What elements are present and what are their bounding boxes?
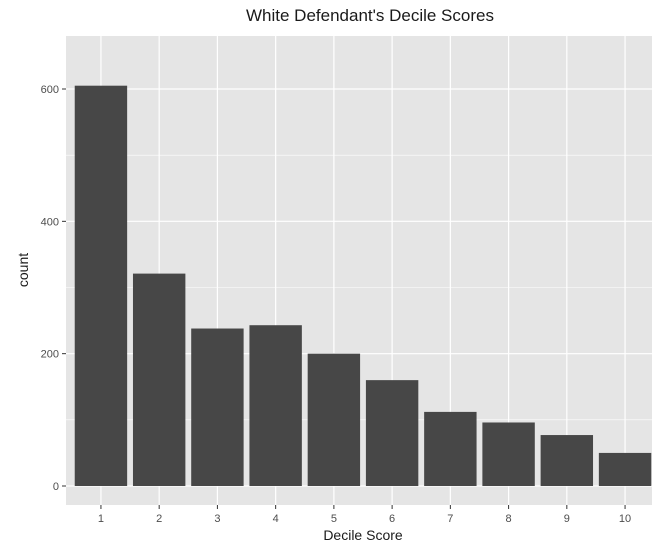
x-tick-label: 3 [214,513,220,525]
x-tick-label: 1 [98,513,104,525]
y-tick-label: 400 [41,216,59,228]
x-tick-label: 10 [619,513,631,525]
x-tick-label: 8 [506,513,512,525]
bar-9 [540,435,594,486]
x-tick-label: 9 [564,513,570,525]
bar-2 [132,273,186,486]
bar-8 [482,422,535,486]
y-axis-title: count [15,253,31,287]
bar-4 [249,325,302,486]
bar-7 [424,411,477,486]
bars [74,85,652,487]
y-tick-label: 0 [53,481,59,493]
x-axis-title: Decile Score [323,527,403,543]
y-tick-label: 600 [41,84,59,96]
x-axis: 1 2 3 4 5 6 7 8 9 10 [98,505,631,525]
x-tick-label: 7 [447,513,453,525]
chart-title: White Defendant's Decile Scores [246,6,494,25]
x-tick-label: 2 [156,513,162,525]
x-tick-label: 6 [389,513,395,525]
y-axis: 0 200 400 600 [41,84,66,493]
bar-10 [598,452,652,486]
bar-5 [307,353,361,486]
y-tick-label: 200 [41,349,59,361]
bar-6 [365,380,419,486]
x-tick-label: 4 [273,513,279,525]
bar-1 [74,85,128,487]
bar-3 [191,328,244,486]
x-tick-label: 5 [331,513,337,525]
